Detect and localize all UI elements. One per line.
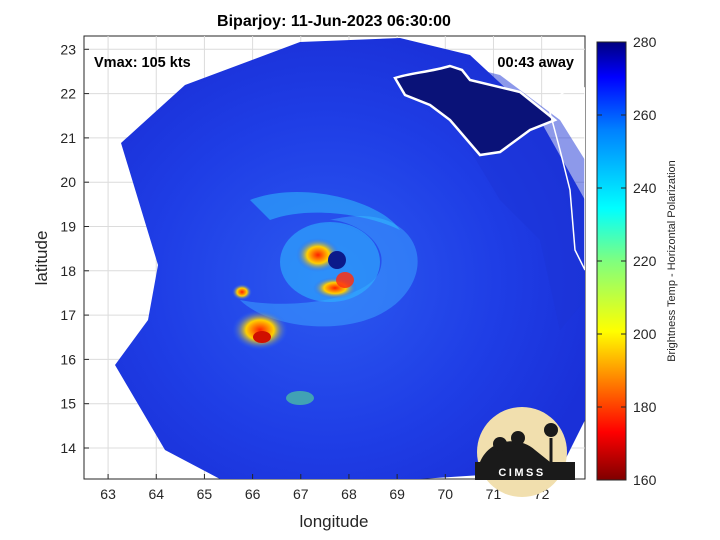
x-tick-label: 67 (293, 486, 309, 502)
colorbar-label: Brightness Temp - Horizontal Polarizatio… (666, 160, 678, 362)
y-axis-label: latitude (32, 231, 51, 286)
colorbar-tick-label: 260 (633, 107, 657, 123)
x-tick-label: 65 (197, 486, 213, 502)
core-spot-south (336, 272, 354, 288)
cimss-logo: CIMSS (475, 407, 575, 497)
x-tick-label: 71 (486, 486, 502, 502)
y-tick-label: 15 (60, 396, 76, 412)
y-tick-label: 16 (60, 351, 76, 367)
vmax-annotation: Vmax: 105 kts (94, 55, 191, 71)
colorbar-tick-label: 240 (633, 180, 657, 196)
x-tick-label: 63 (100, 486, 116, 502)
x-axis-label: longitude (299, 512, 368, 531)
colorbar: 280 260 240 220 200 180 160 Brightness Temp - … (596, 34, 678, 488)
y-tick-label: 18 (60, 263, 76, 279)
x-tick-label: 69 (389, 486, 405, 502)
colorbar-tick-label: 280 (633, 34, 657, 50)
india-west-coast (547, 84, 585, 271)
x-tick-label: 68 (341, 486, 357, 502)
x-tick-label: 70 (438, 486, 454, 502)
y-tick-label: 17 (60, 307, 76, 323)
colorbar-tick-label: 160 (633, 472, 657, 488)
cyclone-eye (328, 251, 346, 269)
y-tick-label: 14 (60, 440, 76, 456)
rainband-outer (240, 216, 418, 327)
y-tick-label: 21 (60, 130, 76, 146)
y-tick-label: 20 (60, 174, 76, 190)
time-away-annotation: 00:43 away (497, 55, 574, 71)
colorbar-tick-label: 200 (633, 326, 657, 342)
convection-core (253, 331, 271, 343)
colorbar-tick-label: 220 (633, 253, 657, 269)
x-tick-label: 64 (148, 486, 164, 502)
colorbar-tick-label: 180 (633, 399, 657, 415)
rainband-north (250, 191, 400, 230)
convection-cell-south (286, 391, 314, 405)
convection-cell-west (232, 284, 252, 300)
y-axis-ticks: 14 15 16 17 18 19 20 21 22 23 (60, 41, 89, 456)
x-tick-label: 66 (245, 486, 261, 502)
colorbar-ticks: 280 260 240 220 200 180 160 (597, 34, 657, 488)
y-tick-label: 22 (60, 86, 76, 102)
convection-cluster (232, 310, 288, 350)
x-axis-ticks: 63 64 65 66 67 68 69 70 71 72 (100, 474, 550, 502)
svg-text:CIMSS: CIMSS (498, 467, 545, 479)
chart-title: Biparjoy: 11-Jun-2023 06:30:00 (217, 13, 451, 30)
plot-area: Biparjoy: 11-Jun-2023 06:30:00 Vmax: 105… (32, 13, 586, 531)
y-tick-label: 23 (60, 41, 76, 57)
y-tick-label: 19 (60, 218, 76, 234)
gujarat-coast (393, 64, 558, 157)
